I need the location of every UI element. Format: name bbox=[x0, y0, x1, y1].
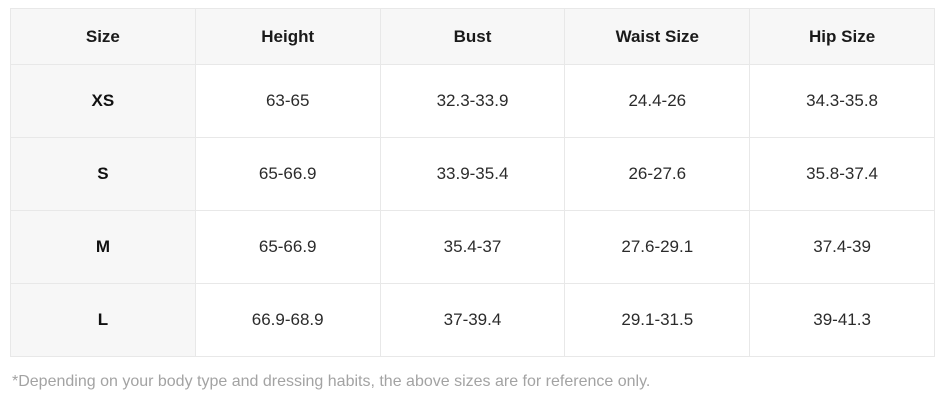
cell-xs-height: 63-65 bbox=[194, 64, 381, 138]
row-label-s: S bbox=[10, 137, 196, 211]
header-cell-waist: Waist Size bbox=[564, 8, 751, 65]
header-cell-bust: Bust bbox=[379, 8, 566, 65]
row-label-xs: XS bbox=[10, 64, 196, 138]
table-row-s: S 65-66.9 33.9-35.4 26-27.6 35.8-37.4 bbox=[10, 137, 935, 211]
cell-xs-bust: 32.3-33.9 bbox=[379, 64, 566, 138]
table-row-m: M 65-66.9 35.4-37 27.6-29.1 37.4-39 bbox=[10, 210, 935, 284]
cell-s-hip: 35.8-37.4 bbox=[749, 137, 935, 211]
cell-s-waist: 26-27.6 bbox=[564, 137, 751, 211]
header-cell-hip: Hip Size bbox=[749, 8, 935, 65]
cell-m-bust: 35.4-37 bbox=[379, 210, 566, 284]
cell-l-waist: 29.1-31.5 bbox=[564, 283, 751, 357]
header-row: Size Height Bust Waist Size Hip Size bbox=[10, 8, 935, 65]
header-cell-size: Size bbox=[10, 8, 196, 65]
header-cell-height: Height bbox=[194, 8, 381, 65]
cell-s-height: 65-66.9 bbox=[194, 137, 381, 211]
row-label-l: L bbox=[10, 283, 196, 357]
cell-l-bust: 37-39.4 bbox=[379, 283, 566, 357]
cell-l-height: 66.9-68.9 bbox=[194, 283, 381, 357]
footnote: *Depending on your body type and dressin… bbox=[12, 373, 651, 390]
table-row-l: L 66.9-68.9 37-39.4 29.1-31.5 39-41.3 bbox=[10, 283, 935, 357]
cell-l-hip: 39-41.3 bbox=[749, 283, 935, 357]
cell-s-bust: 33.9-35.4 bbox=[379, 137, 566, 211]
cell-xs-waist: 24.4-26 bbox=[564, 64, 751, 138]
cell-m-height: 65-66.9 bbox=[194, 210, 381, 284]
cell-m-hip: 37.4-39 bbox=[749, 210, 935, 284]
row-label-m: M bbox=[10, 210, 196, 284]
size-chart-table: Size Height Bust Waist Size Hip Size XS … bbox=[10, 8, 935, 357]
cell-xs-hip: 34.3-35.8 bbox=[749, 64, 935, 138]
table-row-xs: XS 63-65 32.3-33.9 24.4-26 34.3-35.8 bbox=[10, 64, 935, 138]
cell-m-waist: 27.6-29.1 bbox=[564, 210, 751, 284]
